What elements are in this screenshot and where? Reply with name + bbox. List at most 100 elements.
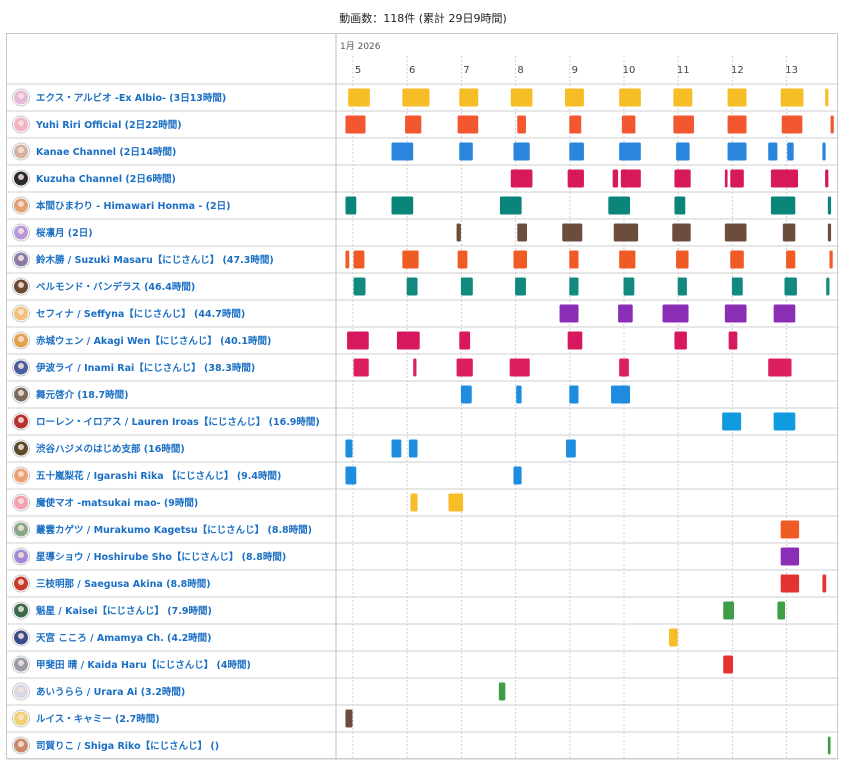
stream-bar[interactable] [730,169,744,188]
stream-bar[interactable] [672,223,691,242]
stream-bar[interactable] [347,331,369,350]
stream-bar[interactable] [513,142,530,161]
stream-bar[interactable] [827,736,831,755]
stream-bar[interactable] [457,115,479,134]
stream-bar[interactable] [773,412,796,431]
channel-name-link[interactable]: 桜凛月 (2日) [36,227,93,239]
channel-name-link[interactable]: 赤城ウェン / Akagi Wen【にじさんじ】 (40.1時間) [36,335,271,347]
channel-avatar[interactable] [12,466,30,485]
stream-bar[interactable] [459,88,479,107]
stream-bar[interactable] [623,277,635,296]
stream-bar[interactable] [410,493,418,512]
stream-bar[interactable] [608,196,630,215]
channel-avatar[interactable] [12,88,30,107]
stream-bar[interactable] [513,250,528,269]
channel-name-link[interactable]: あいうらら / Urara Ai (3.2時間) [36,686,185,698]
stream-bar[interactable] [413,358,417,377]
stream-bar[interactable] [825,169,829,188]
stream-bar[interactable] [569,277,579,296]
stream-bar[interactable] [780,547,800,566]
stream-bar[interactable] [517,115,526,134]
stream-bar[interactable] [777,601,786,620]
stream-bar[interactable] [406,277,418,296]
stream-bar[interactable] [564,88,584,107]
stream-bar[interactable] [460,277,473,296]
stream-bar[interactable] [782,223,796,242]
stream-bar[interactable] [722,412,742,431]
stream-bar[interactable] [827,223,832,242]
channel-name-link[interactable]: エクス・アルビオ -Ex Albio- (3日13時間) [36,92,226,104]
channel-name-link[interactable]: 叢雲カゲツ / Murakumo Kagetsu【にじさんじ】 (8.8時間) [36,524,312,536]
stream-bar[interactable] [662,304,689,323]
stream-bar[interactable] [731,277,743,296]
stream-bar[interactable] [459,331,471,350]
channel-name-link[interactable]: Kanae Channel (2日14時間) [36,146,176,158]
stream-bar[interactable] [566,439,576,458]
stream-bar[interactable] [674,331,687,350]
channel-avatar[interactable] [12,520,30,539]
stream-bar[interactable] [673,115,694,134]
stream-bar[interactable] [510,169,533,188]
stream-bar[interactable] [724,169,728,188]
stream-bar[interactable] [618,304,633,323]
stream-bar[interactable] [345,709,353,728]
channel-name-link[interactable]: 鈴木勝 / Suzuki Masaru【にじさんじ】 (47.3時間) [36,254,274,266]
channel-name-link[interactable]: 三枝明那 / Saegusa Akina (8.8時間) [36,578,211,590]
stream-bar[interactable] [676,142,690,161]
stream-bar[interactable] [345,196,357,215]
stream-bar[interactable] [619,250,636,269]
stream-bar[interactable] [345,439,353,458]
stream-bar[interactable] [498,682,506,701]
channel-name-link[interactable]: ルイス・キャミー (2.7時間) [36,713,160,725]
channel-avatar[interactable] [12,115,30,134]
stream-bar[interactable] [728,331,738,350]
channel-name-link[interactable]: 魔使マオ -matsukai mao- (9時間) [35,497,198,509]
stream-bar[interactable] [569,142,584,161]
channel-name-link[interactable]: セフィナ / Seffyna【にじさんじ】 (44.7時間) [36,308,245,320]
stream-bar[interactable] [780,88,804,107]
channel-avatar[interactable] [12,196,30,215]
stream-bar[interactable] [562,223,583,242]
channel-avatar[interactable] [12,547,30,566]
stream-bar[interactable] [727,88,747,107]
stream-bar[interactable] [825,88,829,107]
stream-bar[interactable] [673,88,693,107]
stream-bar[interactable] [515,277,526,296]
stream-bar[interactable] [405,115,422,134]
channel-name-link[interactable]: 魁星 / Kaisei【にじさんじ】 (7.9時間) [36,605,212,617]
stream-bar[interactable] [569,115,582,134]
channel-name-link[interactable]: 甲斐田 晴 / Kaida Haru【にじさんじ】 (4時間) [36,659,251,671]
stream-bar[interactable] [830,115,834,134]
stream-bar[interactable] [619,142,641,161]
channel-avatar[interactable] [12,223,30,242]
stream-bar[interactable] [391,439,402,458]
channel-name-link[interactable]: 司賀りこ / Shiga Riko【にじさんじ】 () [36,740,219,752]
stream-bar[interactable] [456,223,461,242]
stream-bar[interactable] [345,250,350,269]
channel-avatar[interactable] [12,655,30,674]
stream-bar[interactable] [822,142,826,161]
stream-bar[interactable] [770,196,796,215]
channel-avatar[interactable] [12,277,30,296]
channel-avatar[interactable] [12,574,30,593]
stream-bar[interactable] [676,250,689,269]
channel-avatar[interactable] [12,385,30,404]
stream-bar[interactable] [727,142,747,161]
stream-bar[interactable] [621,115,636,134]
stream-bar[interactable] [619,358,629,377]
channel-name-link[interactable]: 星導ショウ / Hoshirube Sho【にじさんじ】 (8.8時間) [36,551,286,563]
stream-bar[interactable] [669,628,678,647]
channel-name-link[interactable]: ローレン・イロアス / Lauren Iroas【にじさんじ】 (16.9時間) [36,416,320,428]
stream-bar[interactable] [620,169,641,188]
channel-avatar[interactable] [12,412,30,431]
stream-bar[interactable] [723,655,733,674]
stream-bar[interactable] [724,223,747,242]
stream-bar[interactable] [619,88,641,107]
stream-bar[interactable] [456,358,473,377]
stream-bar[interactable] [730,250,744,269]
stream-bar[interactable] [822,574,827,593]
stream-bar[interactable] [460,385,472,404]
channel-avatar[interactable] [12,493,30,512]
channel-avatar[interactable] [12,304,30,323]
stream-bar[interactable] [786,250,796,269]
